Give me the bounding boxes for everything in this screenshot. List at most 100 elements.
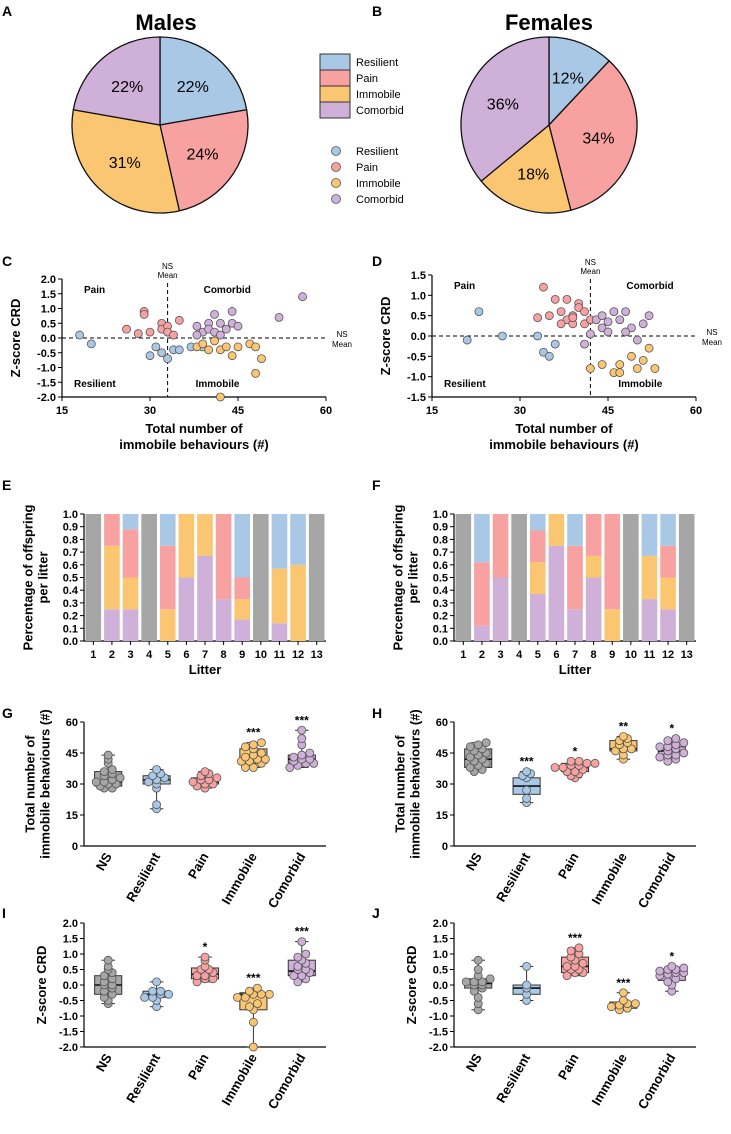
box-i-point-comorbid bbox=[297, 937, 307, 946]
bars-e-ytick-label: 0.3 bbox=[63, 598, 78, 610]
bars-e-litter-13-ns bbox=[308, 514, 325, 641]
bars-e-ylabel-line-1: Percentage of offspring bbox=[21, 504, 36, 650]
box-h-sig-resilient: *** bbox=[520, 755, 534, 769]
legend-box-label-immobile: Immobile bbox=[356, 89, 401, 101]
bars-e-xlabel: Litter bbox=[189, 662, 222, 677]
box-j-sig-comorbid: * bbox=[669, 949, 674, 963]
scatter-c-point-pain bbox=[174, 315, 184, 325]
box-h-ytick-label: 30 bbox=[436, 779, 448, 791]
box-i-point-pain bbox=[200, 971, 210, 981]
box-i-ytick-label: 1.5 bbox=[63, 934, 78, 946]
legend-box-label-comorbid: Comorbid bbox=[356, 105, 404, 117]
scatter-d-ytick-label: 0.5 bbox=[411, 311, 426, 323]
box-i-sig-pain: * bbox=[203, 940, 208, 954]
box-i-point-immobile bbox=[248, 1042, 258, 1052]
box-g-point-immobile bbox=[248, 740, 258, 750]
box-i-point-immobile bbox=[248, 1017, 258, 1027]
scatter-d-point-resilient bbox=[474, 307, 484, 317]
bars-e-litter-12-immobile bbox=[290, 564, 306, 641]
bars-f-xtick-label: 6 bbox=[553, 649, 559, 661]
bars-e-xtick-label: 10 bbox=[255, 649, 267, 661]
bars-f-ytick-label: 0.0 bbox=[433, 636, 448, 648]
bars-f-litter-7-comorbid bbox=[567, 609, 583, 641]
box-i-point-comorbid bbox=[293, 962, 303, 971]
pie-a-slice-resilient bbox=[159, 36, 248, 126]
box-h-sig-immobile: ** bbox=[619, 719, 629, 733]
box-j-point-immobile bbox=[631, 999, 640, 1008]
box-h-ytick-label: 15 bbox=[436, 810, 448, 822]
scatter-c-point-immobile bbox=[198, 339, 208, 349]
bars-e-ytick-label: 0.4 bbox=[63, 585, 79, 597]
pie-b-slice-immobile bbox=[480, 123, 572, 214]
box-j-ylabel: Z-score CRD bbox=[404, 946, 419, 1025]
bars-e-xtick-label: 1 bbox=[90, 649, 96, 661]
box-g-ytick-label: 15 bbox=[66, 810, 78, 822]
panel-letter-d: D bbox=[372, 253, 382, 269]
box-j-category-immobile: Immobile bbox=[588, 1051, 630, 1108]
box-j-ytick-label: 2.0 bbox=[433, 918, 448, 930]
box-j-point-ns bbox=[477, 977, 487, 987]
pie-a-slice-immobile bbox=[71, 108, 181, 214]
bars-e-ytick-label: 0.9 bbox=[63, 522, 78, 534]
box-g-point-immobile bbox=[256, 748, 266, 758]
scatter-c-xlabel-line-1: Total number of bbox=[145, 421, 243, 436]
box-g-point-pain bbox=[200, 767, 210, 776]
box-h-category-immobile: Immobile bbox=[588, 850, 630, 907]
box-i-point-comorbid bbox=[293, 977, 303, 987]
box-g-point-comorbid bbox=[285, 763, 295, 772]
box-i-ytick-label: -1.5 bbox=[59, 1027, 78, 1039]
box-j-sig-immobile: *** bbox=[616, 976, 630, 990]
scatter-d-point-comorbid bbox=[609, 307, 619, 317]
scatter-c-ytick-label: 0.0 bbox=[41, 333, 56, 345]
bars-e-xtick-label: 5 bbox=[165, 649, 171, 661]
scatter-d-point-comorbid bbox=[586, 329, 595, 339]
scatter-d-point-immobile bbox=[597, 360, 607, 369]
box-g-point-immobile bbox=[240, 742, 250, 752]
bars-f-litter-2-resilient bbox=[474, 514, 490, 563]
bars-f-xtick-label: 8 bbox=[591, 649, 597, 661]
box-g-point-immobile bbox=[248, 763, 258, 772]
bars-f-litter-9-immobile bbox=[604, 609, 621, 641]
bars-e-litter-7-comorbid bbox=[197, 555, 213, 641]
box-h-sig-pain: * bbox=[573, 744, 578, 758]
scatter-c-point-resilient bbox=[151, 342, 161, 352]
scatter-d-point-comorbid bbox=[580, 339, 589, 349]
box-i-point-resilient bbox=[148, 986, 158, 996]
bars-e-ytick-label: 0.5 bbox=[63, 573, 78, 585]
scatter-c-point-comorbid bbox=[192, 321, 202, 331]
box-h-point-pain bbox=[590, 758, 600, 768]
bars-f-litter-6-immobile bbox=[548, 514, 565, 546]
box-h-point-ns bbox=[481, 738, 491, 748]
bars-f-ytick-label: 0.6 bbox=[433, 560, 448, 572]
box-h-point-comorbid bbox=[663, 736, 673, 745]
scatter-d-point-pain bbox=[556, 307, 566, 317]
box-i-ytick-label: -1.0 bbox=[59, 1011, 78, 1023]
box-i-point-ns bbox=[99, 971, 109, 981]
legend-dot-immobile bbox=[331, 178, 341, 188]
scatter-c-vline-label-2: Mean bbox=[158, 271, 178, 280]
box-i-point-resilient bbox=[156, 986, 166, 996]
scatter-d-quadrant-immobile: Immobile bbox=[618, 379, 662, 390]
box-h-point-pain bbox=[582, 758, 592, 768]
bars-e-litter-7-immobile bbox=[197, 514, 213, 556]
scatter-d-vline-label-2: Mean bbox=[580, 267, 600, 276]
scatter-c-quadrant-comorbid: Comorbid bbox=[204, 285, 251, 296]
bars-f-xtick-label: 7 bbox=[572, 649, 578, 661]
bars-e-litter-5-immobile bbox=[159, 609, 176, 641]
bars-f-litter-5-immobile bbox=[529, 562, 546, 595]
box-h-point-pain bbox=[558, 763, 568, 772]
bars-e-litter-5-resilient bbox=[159, 514, 176, 546]
panel-letter-a: A bbox=[2, 3, 12, 19]
bars-e-ytick-label: 0.1 bbox=[63, 623, 78, 635]
box-j-ytick-label: 0.0 bbox=[433, 980, 448, 992]
pie-title-males: Males bbox=[135, 10, 196, 35]
scatter-d-point-immobile bbox=[644, 343, 654, 353]
scatter-c-point-resilient bbox=[157, 348, 167, 358]
scatter-d-ylabel: Z-score CRD bbox=[378, 297, 393, 376]
box-i-point-immobile bbox=[244, 986, 254, 996]
box-j-point-comorbid bbox=[663, 977, 673, 987]
box-i-ytick-label: -2.0 bbox=[59, 1042, 78, 1054]
bars-f-litter-11-immobile bbox=[641, 555, 658, 600]
box-h-point-immobile bbox=[627, 744, 636, 754]
bars-f-ytick-label: 1.0 bbox=[433, 509, 448, 521]
